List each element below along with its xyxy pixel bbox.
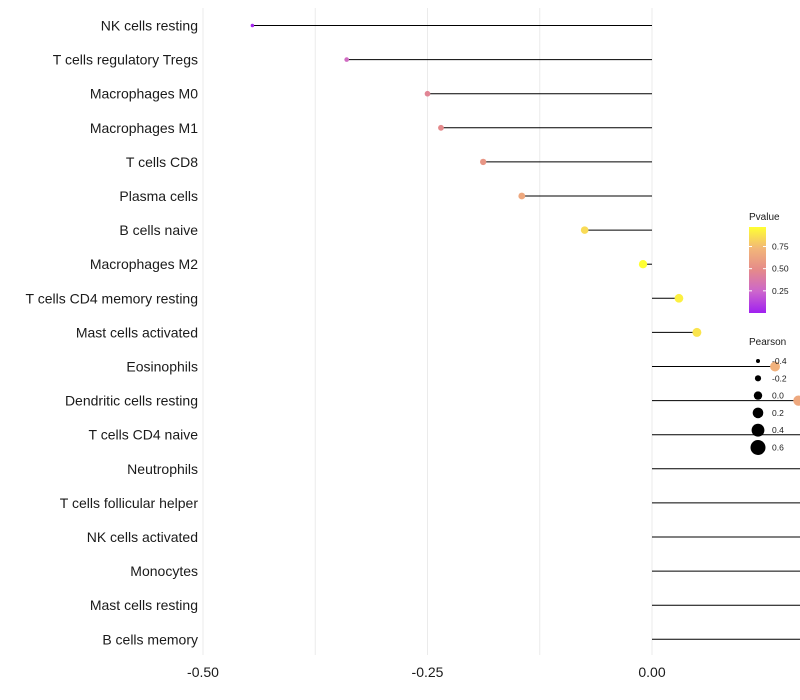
- pearson-legend-dot: [756, 359, 760, 363]
- x-tick-label: 0.00: [638, 664, 665, 680]
- lollipop-point: [438, 124, 444, 131]
- lollipop-point: [518, 192, 526, 200]
- category-label: Mast cells resting: [90, 597, 198, 613]
- lollipop-point: [770, 361, 780, 372]
- category-label: NK cells activated: [87, 529, 198, 545]
- grid: [202, 8, 653, 655]
- pearson-legend-dot: [754, 375, 762, 382]
- x-tick-label: -0.50: [187, 664, 219, 680]
- lollipop-point: [692, 327, 702, 337]
- pearson-legend-label: 0.0: [772, 391, 784, 401]
- category-label: T cells CD8: [126, 154, 198, 170]
- category-label: Mast cells activated: [76, 324, 198, 340]
- segments: [252, 25, 800, 640]
- pvalue-tick-label: 0.75: [772, 242, 789, 252]
- points: [250, 23, 800, 406]
- lollipop-point: [580, 226, 589, 234]
- category-label: Neutrophils: [127, 461, 198, 477]
- pearson-legend-label: -0.4: [772, 356, 787, 366]
- pearson-legend-dot: [750, 440, 766, 455]
- category-label: Monocytes: [130, 563, 198, 579]
- category-label: Macrophages M2: [90, 256, 198, 272]
- x-tick-label: -0.25: [412, 664, 444, 680]
- category-label: T cells CD4 memory resting: [26, 290, 198, 306]
- pearson-legend-dot: [752, 407, 764, 419]
- pearson-legend-label: 0.4: [772, 425, 784, 435]
- lollipop-point: [424, 90, 431, 97]
- pearson-legend-label: -0.2: [772, 373, 787, 383]
- category-labels: NK cells resting T cells regulatory Tregs…: [26, 18, 199, 648]
- pearson-legend: Pearson -0.4 -0.2 0.0 0.2 0.4 0.6: [749, 337, 787, 455]
- lollipop-point: [638, 260, 648, 269]
- pvalue-colorbar: [749, 227, 766, 313]
- category-label: Plasma cells: [119, 188, 198, 204]
- lollipop-point: [344, 57, 350, 62]
- lollipop-point: [793, 395, 800, 406]
- lollipop-point: [250, 23, 255, 28]
- category-label: T cells follicular helper: [60, 495, 199, 511]
- category-label: T cells CD4 naive: [89, 427, 199, 443]
- category-label: Macrophages M1: [90, 120, 198, 136]
- x-axis-ticks: -0.50-0.250.000.250.50: [187, 664, 666, 680]
- category-label: Dendritic cells resting: [65, 393, 198, 409]
- category-label: B cells memory: [102, 631, 198, 647]
- category-label: B cells naive: [119, 222, 198, 238]
- pearson-legend-label: 0.6: [772, 443, 784, 453]
- pearson-legend-dot: [753, 391, 763, 400]
- pvalue-legend-title: Pvalue: [749, 212, 780, 223]
- pearson-legend-label: 0.2: [772, 408, 784, 418]
- pvalue-legend: Pvalue 0.25 0.50 0.75: [749, 212, 789, 313]
- pvalue-tick-label: 0.25: [772, 286, 789, 296]
- category-label: NK cells resting: [101, 18, 198, 34]
- category-label: Eosinophils: [126, 359, 198, 375]
- pearson-legend-dot: [751, 423, 765, 437]
- category-label: T cells regulatory Tregs: [53, 52, 198, 68]
- lollipop-point: [480, 158, 487, 166]
- pearson-legend-title: Pearson: [749, 337, 786, 348]
- lollipop-point: [674, 293, 684, 303]
- category-label: Macrophages M0: [90, 86, 198, 102]
- pvalue-tick-label: 0.50: [772, 264, 789, 274]
